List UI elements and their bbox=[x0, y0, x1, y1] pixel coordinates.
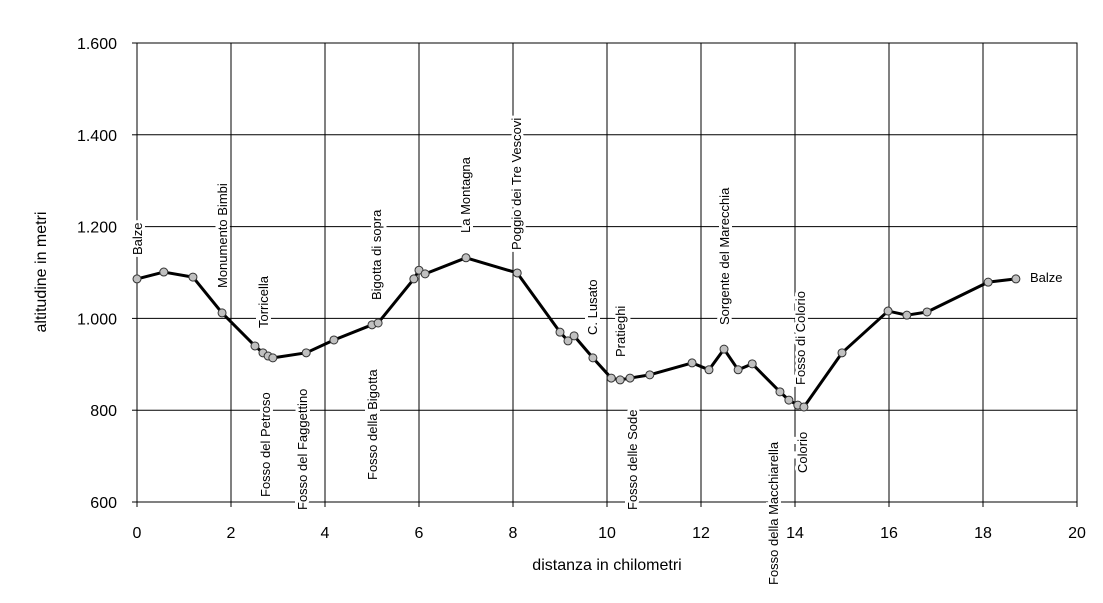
point bbox=[217, 308, 227, 318]
point bbox=[784, 395, 794, 405]
point bbox=[569, 331, 579, 341]
annotation: Fosso della Bigotta bbox=[365, 369, 380, 480]
annotation: Fosso del Faggettino bbox=[295, 389, 310, 510]
point bbox=[902, 310, 912, 320]
annotation: Colorio bbox=[795, 432, 810, 473]
x-tick-label: 18 bbox=[974, 525, 992, 542]
point bbox=[733, 365, 743, 375]
annotation: Balze bbox=[1030, 270, 1063, 285]
annotation: Monumento Bimbi bbox=[215, 183, 230, 288]
x-tick-label: 16 bbox=[880, 525, 898, 542]
x-tick-label: 2 bbox=[227, 525, 236, 542]
y-tick-label: 600 bbox=[90, 495, 117, 512]
point bbox=[588, 353, 598, 363]
point bbox=[883, 306, 893, 316]
point bbox=[250, 341, 260, 351]
x-tick-label: 4 bbox=[321, 525, 330, 542]
y-tick-label: 1.400 bbox=[77, 128, 117, 145]
annotation: Fosso del Petroso bbox=[258, 392, 273, 497]
y-tick-label: 800 bbox=[90, 403, 117, 420]
annotation: Fosso delle Sode bbox=[625, 410, 640, 510]
point bbox=[704, 365, 714, 375]
annotation: Bigotta di sopra bbox=[369, 209, 384, 300]
annotation: Fosso di Colorio bbox=[793, 291, 808, 385]
grid bbox=[136, 42, 1078, 503]
point bbox=[461, 253, 471, 263]
y-tick-label: 1.200 bbox=[77, 220, 117, 237]
annotation: Torricella bbox=[256, 275, 271, 328]
point bbox=[132, 274, 142, 284]
y-tick-label: 1.600 bbox=[77, 36, 117, 53]
point bbox=[301, 348, 311, 358]
y-axis-title: altitudine in metri bbox=[33, 212, 50, 333]
annotation: La Montagna bbox=[458, 156, 473, 233]
point bbox=[159, 267, 169, 277]
point bbox=[555, 327, 565, 337]
x-tick-label: 14 bbox=[786, 525, 804, 542]
point bbox=[687, 358, 697, 368]
point bbox=[420, 269, 430, 279]
x-tick-label: 0 bbox=[133, 525, 142, 542]
point bbox=[1011, 274, 1021, 284]
annotation: C. Lusato bbox=[585, 279, 600, 335]
point bbox=[983, 277, 993, 287]
annotation: Fosso della Macchiarella bbox=[766, 441, 781, 585]
x-tick-label: 10 bbox=[598, 525, 616, 542]
point bbox=[747, 359, 757, 369]
y-tick-label: 1.000 bbox=[77, 311, 117, 328]
point bbox=[373, 318, 383, 328]
point bbox=[329, 335, 339, 345]
point bbox=[615, 375, 625, 385]
x-tick-label: 6 bbox=[415, 525, 424, 542]
point bbox=[268, 353, 278, 363]
point bbox=[922, 307, 932, 317]
point bbox=[409, 274, 419, 284]
x-tick-label: 8 bbox=[509, 525, 518, 542]
point bbox=[775, 387, 785, 397]
point bbox=[188, 272, 198, 282]
annotation: Balze bbox=[130, 222, 145, 255]
point bbox=[512, 268, 522, 278]
point bbox=[645, 370, 655, 380]
point bbox=[606, 373, 616, 383]
x-axis-title: distanza in chilometri bbox=[532, 557, 681, 574]
point bbox=[563, 336, 573, 346]
point bbox=[625, 373, 635, 383]
point bbox=[719, 344, 729, 354]
point bbox=[837, 348, 847, 358]
annotation: Poggio dei Tre Vescovi bbox=[509, 118, 524, 250]
annotation: Pratieghi bbox=[613, 306, 628, 357]
x-tick-label: 20 bbox=[1068, 525, 1086, 542]
x-tick-label: 12 bbox=[692, 525, 710, 542]
annotation: Sorgente del Marecchia bbox=[717, 187, 732, 325]
point bbox=[799, 402, 809, 412]
